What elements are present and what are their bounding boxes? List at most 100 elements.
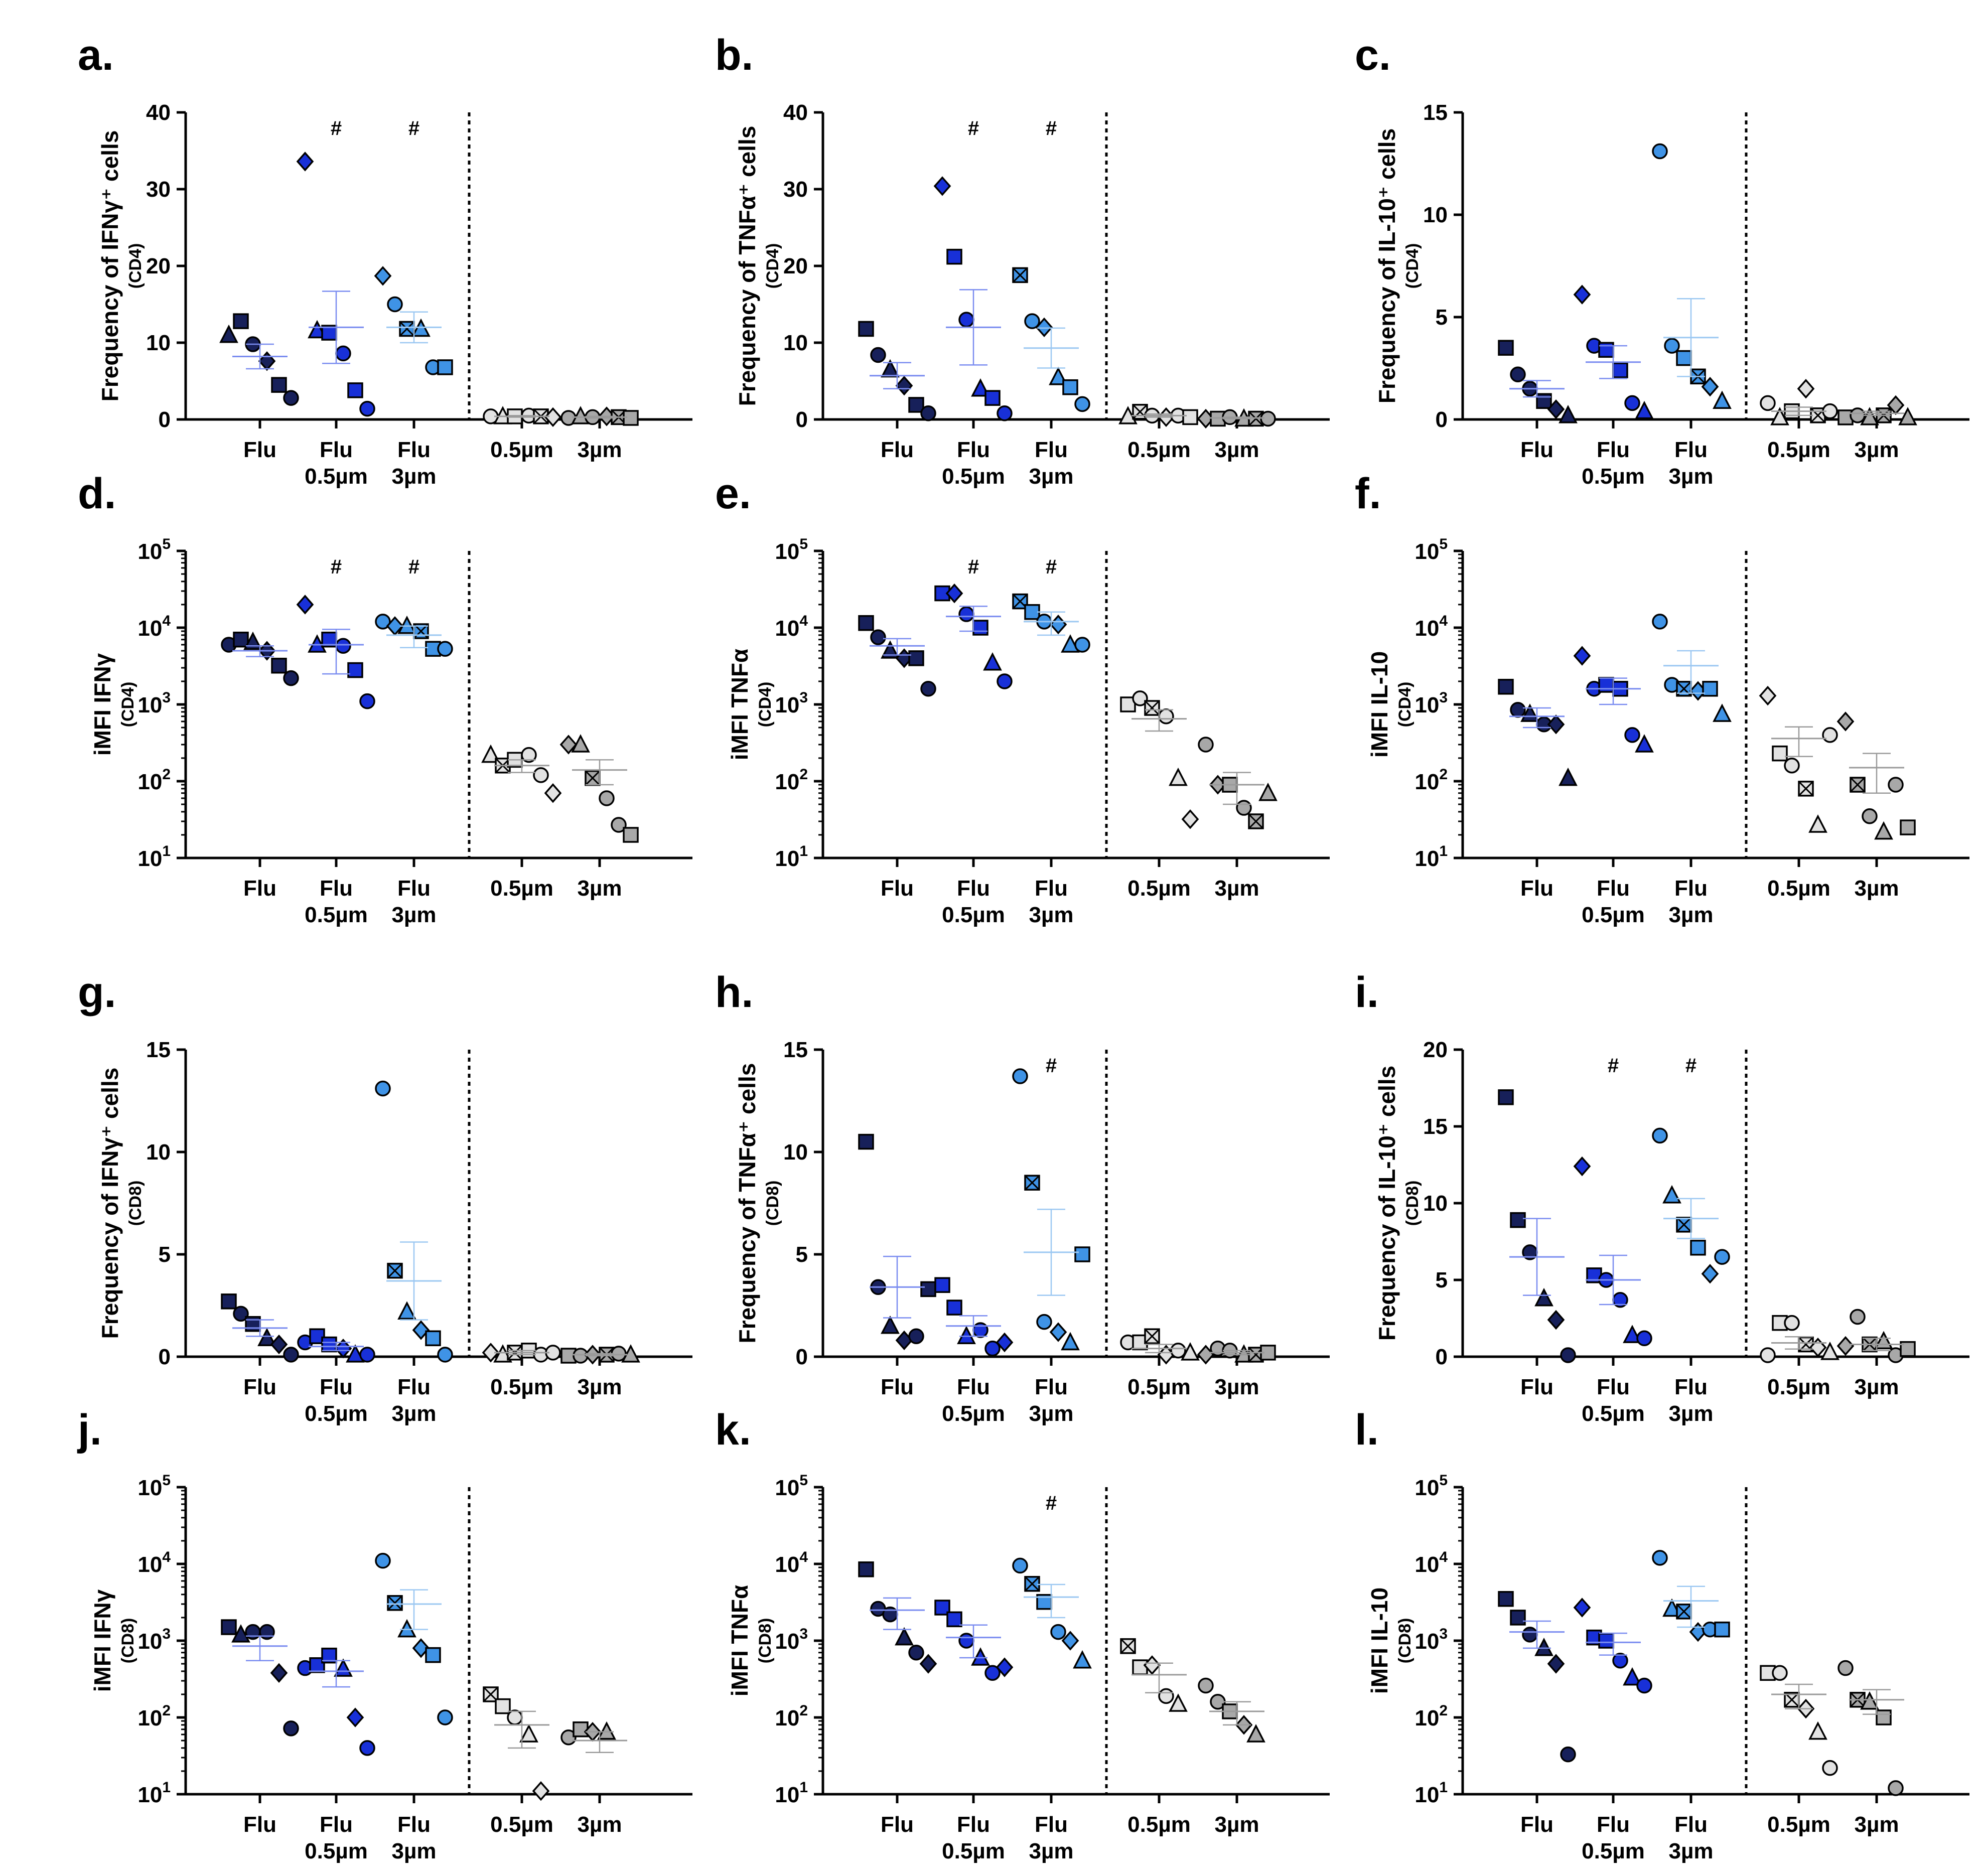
point-diamond bbox=[482, 1343, 500, 1363]
point-triangle bbox=[231, 1624, 250, 1643]
x-tick-label: Flu bbox=[243, 1812, 276, 1837]
point-diamond bbox=[1701, 1264, 1719, 1284]
point-square bbox=[221, 1619, 237, 1635]
y-tick-label: 101 bbox=[1415, 1779, 1448, 1807]
y-axis-sublabel: (CD8) bbox=[1403, 1181, 1422, 1226]
point-circle bbox=[870, 347, 886, 363]
x-tick-label: 0.5µm bbox=[942, 1401, 1005, 1426]
point-square-cross bbox=[1798, 781, 1814, 796]
point-square bbox=[984, 390, 1001, 406]
point-triangle bbox=[1181, 1342, 1200, 1361]
y-axis-label: iMFI TNFα bbox=[727, 1585, 753, 1696]
point-circle bbox=[375, 1552, 391, 1569]
point-diamond bbox=[270, 1334, 288, 1355]
y-tick-label: 10 bbox=[783, 331, 808, 355]
significance-marker: # bbox=[1046, 1492, 1057, 1514]
point-square bbox=[221, 1293, 237, 1310]
point-circle bbox=[1170, 1343, 1186, 1359]
point-triangle bbox=[1820, 1342, 1840, 1360]
point-circle bbox=[1198, 1677, 1214, 1694]
y-axis-label: Frequency of TNFα⁺ cells bbox=[734, 126, 760, 406]
point-circle bbox=[1624, 395, 1640, 411]
x-tick-label: Flu bbox=[881, 1812, 914, 1837]
point-square bbox=[495, 1698, 511, 1714]
point-square-cross bbox=[1676, 1604, 1692, 1619]
point-triangle bbox=[308, 320, 327, 339]
point-diamond bbox=[1759, 685, 1777, 706]
point-square bbox=[858, 1561, 874, 1577]
point-circle bbox=[1822, 1760, 1838, 1776]
y-tick-label: 10 bbox=[146, 331, 171, 355]
point-square bbox=[908, 650, 924, 666]
x-tick-label: 3µm bbox=[1855, 438, 1899, 462]
point-triangle bbox=[1049, 367, 1068, 385]
panel-label: b. bbox=[715, 31, 753, 79]
point-triangle bbox=[481, 744, 500, 763]
y-tick-label: 0 bbox=[159, 407, 171, 432]
point-square bbox=[1498, 340, 1514, 356]
point-square bbox=[233, 313, 249, 329]
point-triangle bbox=[1860, 1691, 1879, 1710]
y-axis-label: Frequency of IFNγ⁺ cells bbox=[97, 130, 123, 402]
y-tick-label: 0 bbox=[1436, 407, 1448, 432]
point-square bbox=[920, 1281, 936, 1297]
y-axis-sublabel: (CD8) bbox=[763, 1181, 782, 1226]
point-square bbox=[946, 1611, 962, 1628]
point-square bbox=[623, 827, 639, 843]
point-square-cross bbox=[387, 1595, 403, 1611]
point-circle bbox=[1760, 395, 1776, 411]
significance-marker: # bbox=[408, 556, 419, 578]
chart-panel-c: c. 0 5 10 15 Frequency of IL-10⁺ cells (CD4) Fl… bbox=[1355, 31, 1969, 489]
y-tick-label: 0 bbox=[796, 407, 808, 432]
y-tick-label: 5 bbox=[1436, 305, 1448, 330]
y-tick-label: 101 bbox=[775, 843, 808, 871]
x-tick-label: Flu bbox=[243, 438, 276, 462]
point-diamond bbox=[346, 1707, 364, 1727]
point-circle bbox=[283, 1347, 299, 1363]
point-diamond bbox=[1547, 1310, 1565, 1330]
point-circle bbox=[1612, 1652, 1628, 1669]
point-diamond bbox=[1797, 379, 1815, 399]
point-circle bbox=[283, 1720, 299, 1737]
point-triangle bbox=[1662, 1598, 1681, 1617]
point-square bbox=[1182, 409, 1198, 425]
point-circle bbox=[958, 1633, 974, 1649]
x-tick-label: Flu bbox=[1520, 1375, 1553, 1399]
point-triangle bbox=[1534, 1287, 1553, 1307]
x-tick-label: Flu bbox=[1674, 1375, 1708, 1399]
y-tick-label: 101 bbox=[137, 843, 171, 871]
significance-marker: # bbox=[408, 117, 419, 139]
x-tick-label: 0.5µm bbox=[1767, 438, 1830, 462]
significance-marker: # bbox=[1685, 1055, 1696, 1077]
y-axis-sublabel: (CD4) bbox=[126, 243, 145, 289]
y-axis-sublabel: (CD8) bbox=[756, 1618, 775, 1664]
chart-panel-a: a. 0 10 20 30 40 Frequency of IFNγ⁺ cells (CD4)… bbox=[78, 31, 692, 489]
point-triangle bbox=[895, 1627, 914, 1646]
y-tick-label: 5 bbox=[796, 1242, 808, 1267]
point-triangle bbox=[1635, 734, 1654, 753]
point-circle bbox=[1664, 338, 1680, 354]
x-tick-label: 0.5µm bbox=[942, 464, 1005, 489]
panel-label: e. bbox=[715, 470, 751, 518]
point-circle bbox=[870, 629, 886, 645]
x-tick-label: Flu bbox=[881, 1375, 914, 1399]
point-square-cross bbox=[1850, 777, 1866, 793]
point-square-cross bbox=[1144, 700, 1160, 716]
point-square bbox=[573, 1721, 589, 1738]
point-square bbox=[1510, 1610, 1526, 1626]
x-tick-label: Flu bbox=[320, 1375, 353, 1399]
point-square-cross bbox=[1248, 411, 1264, 426]
point-square bbox=[972, 620, 988, 636]
y-axis-sublabel: (CD8) bbox=[1395, 1618, 1415, 1664]
point-diamond bbox=[1547, 399, 1565, 419]
x-tick-label: 3µm bbox=[392, 903, 437, 927]
x-tick-label: Flu bbox=[1674, 1812, 1708, 1837]
y-tick-label: 103 bbox=[1415, 1626, 1448, 1654]
point-triangle bbox=[1808, 1721, 1827, 1740]
point-diamond bbox=[270, 1663, 288, 1683]
point-diamond bbox=[919, 1654, 937, 1674]
point-square bbox=[425, 1647, 441, 1663]
point-triangle bbox=[397, 615, 416, 634]
y-tick-label: 104 bbox=[1415, 1549, 1448, 1577]
